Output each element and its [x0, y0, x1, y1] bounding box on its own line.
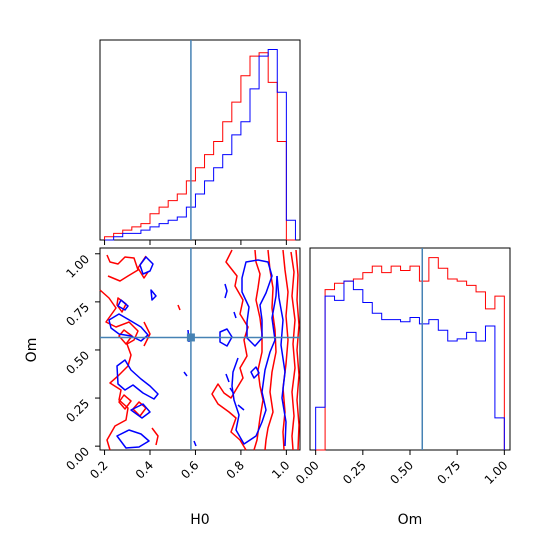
y-axis-label-om: Om — [24, 338, 40, 363]
h0-histogram-frame — [99, 39, 301, 241]
om-histogram-frame — [309, 247, 511, 451]
om-hist-blue-series — [315, 280, 505, 450]
contour-y-tick-label: 0.00 — [63, 444, 92, 473]
om-x-tick-label: 0.50 — [387, 458, 416, 487]
contour-x-tick-label: 0.2 — [87, 458, 110, 481]
om-histogram-panel: 0.00 0.25 0.50 0.75 1.00 Om — [293, 247, 511, 528]
x-axis-label-h0: H0 — [190, 512, 209, 528]
om-x-tick-label: 0.00 — [293, 458, 322, 487]
contour-y-tick-label: 0.75 — [63, 300, 92, 329]
om-x-tick-label: 0.75 — [434, 458, 463, 487]
contour-y-tick-label: 0.50 — [63, 348, 92, 377]
om-x-tick-label: 1.00 — [482, 458, 511, 487]
contour-x-tick-label: 0.6 — [178, 458, 201, 481]
contour-frame — [99, 247, 301, 451]
om-x-tick-label: 0.25 — [340, 458, 369, 487]
contour-y-tick-label: 1.00 — [63, 252, 92, 281]
h0-histogram-panel — [99, 39, 301, 245]
contour-x-tick-label: 0.8 — [224, 458, 247, 481]
contour-x-tick-label: 1.0 — [269, 458, 292, 481]
h0-hist-red-series — [104, 52, 296, 241]
h0-hist-blue-series — [104, 49, 296, 241]
x-axis-label-om: Om — [398, 512, 423, 528]
contour-x-tick-label: 0.4 — [133, 458, 156, 481]
blue-contours — [108, 256, 287, 449]
h0-om-contour-panel: 0.2 0.4 0.6 0.8 1.0 0.000.250.500.751.00 H0 … — [24, 247, 301, 528]
red-contours — [99, 249, 300, 451]
contour-y-tick-label: 0.25 — [63, 396, 92, 425]
truth-marker — [186, 333, 195, 342]
